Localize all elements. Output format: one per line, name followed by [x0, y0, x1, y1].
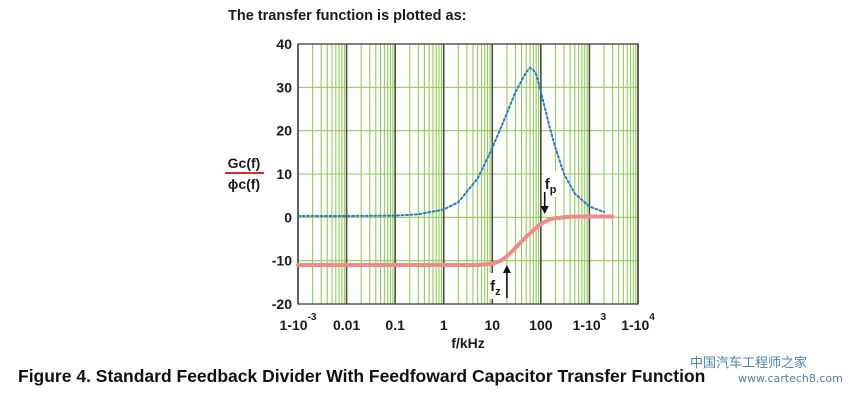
watermark-text: 中国汽车工程师之家 — [690, 356, 808, 371]
x-tick-label: 0.1 — [385, 317, 405, 333]
y-axis-label-gain: Gc(f) — [228, 155, 261, 171]
y-tick-label: 30 — [276, 79, 292, 95]
x-tick-label: 10 — [484, 317, 500, 333]
gain-curve — [297, 66, 606, 217]
fp-arrow-head — [540, 206, 549, 214]
axis-labels: f/kHz Gc(f) ϕc(f) — [225, 155, 485, 351]
watermark-url: www.cartech8.com — [738, 372, 843, 385]
y-tick-label: 40 — [276, 36, 292, 52]
x-tick-label: 1-10-3 — [280, 312, 317, 333]
y-tick-label: 20 — [276, 123, 292, 139]
plot-frame — [297, 43, 639, 305]
x-tick-label: 1-104 — [621, 312, 655, 333]
figure-caption: Figure 4. Standard Feedback Divider With… — [18, 366, 706, 386]
fz-label: fz — [490, 278, 501, 298]
y-tick-label: 10 — [276, 166, 292, 182]
y-axis-label-phase: ϕc(f) — [228, 176, 260, 192]
fz-arrow-head — [502, 265, 511, 273]
y-tick-label: -10 — [272, 253, 292, 269]
fp-label: fp — [545, 176, 557, 196]
x-tick-label: 1 — [440, 317, 448, 333]
x-tick-label: 100 — [529, 317, 553, 333]
fz-label-bg — [488, 273, 505, 299]
annotation-layer: fz fp — [488, 171, 563, 299]
header-title: The transfer function is plotted as: — [228, 8, 467, 24]
y-tick-label: 0 — [284, 209, 292, 225]
x-tick-label: 1-103 — [573, 312, 607, 333]
x-tick-label: 0.01 — [333, 317, 360, 333]
plot-border — [297, 43, 639, 305]
fp-label-bg — [542, 171, 563, 197]
grid — [297, 43, 639, 305]
phase-curve — [296, 214, 615, 267]
series-layer — [296, 66, 615, 267]
y-tick-label: -20 — [272, 296, 292, 312]
x-axis-label: f/kHz — [451, 335, 484, 351]
